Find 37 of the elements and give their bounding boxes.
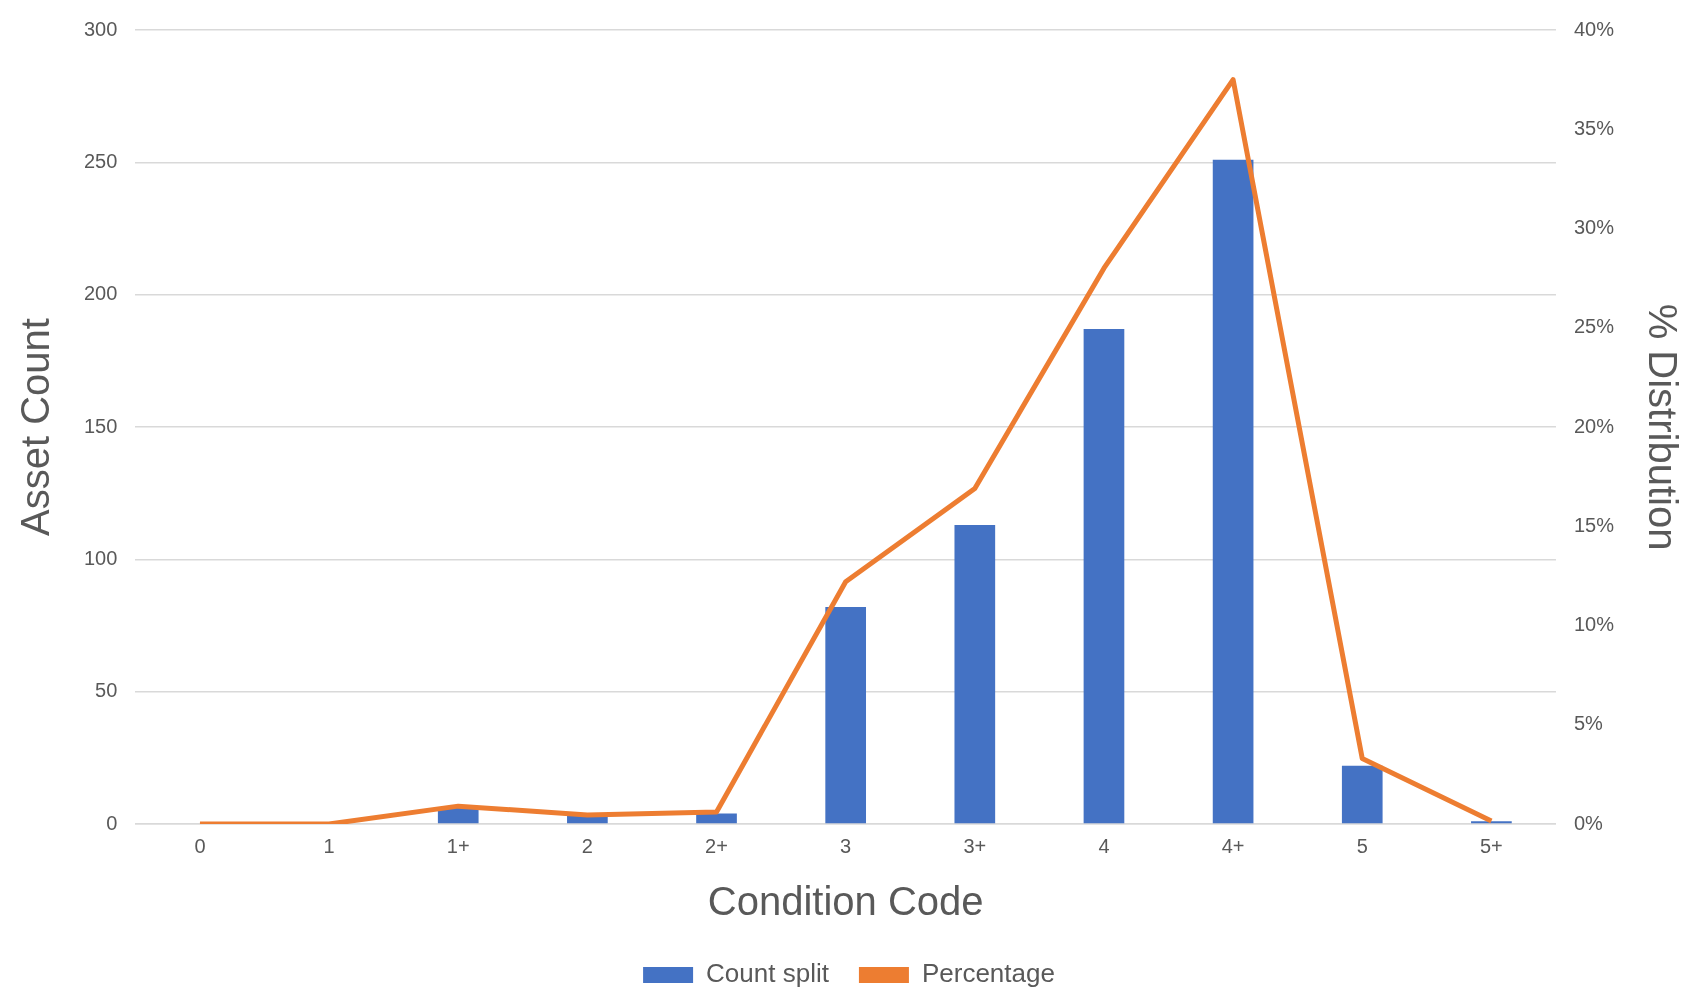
y-tick-label: 150 <box>83 414 118 437</box>
y-tick-label: 300 <box>83 17 118 40</box>
x-tick-label: 2+ <box>705 834 728 857</box>
y-tick-label: 200 <box>83 282 118 305</box>
x-tick-label: 3 <box>840 834 852 857</box>
legend-label: Percentage <box>921 958 1055 989</box>
y2-tick-label: 40% <box>1573 17 1615 40</box>
x-tick-label: 2 <box>581 834 593 857</box>
y-tick-label: 50 <box>95 679 118 702</box>
x-axis-title: Condition Code <box>707 879 984 924</box>
x-tick-label: 4 <box>1098 834 1110 857</box>
legend-label: Count split <box>706 958 830 989</box>
y2-tick-label: 20% <box>1573 414 1615 437</box>
x-tick-label: 5 <box>1356 834 1368 857</box>
bar <box>1212 159 1254 824</box>
x-tick-label: 0 <box>194 834 206 857</box>
y2-tick-label: 15% <box>1573 513 1615 536</box>
y-axis-title: Asset Count <box>13 318 58 536</box>
bar <box>1341 765 1383 824</box>
y2-tick-label: 25% <box>1573 315 1615 338</box>
y2-tick-label: 5% <box>1573 712 1604 735</box>
y2-tick-label: 0% <box>1573 811 1604 834</box>
y-tick-label: 250 <box>83 149 118 172</box>
x-tick-label: 3+ <box>963 834 987 857</box>
y-tick-label: 100 <box>83 546 118 569</box>
y2-axis-title: % Distribution <box>1640 303 1685 551</box>
x-tick-label: 1 <box>323 834 335 857</box>
x-tick-label: 4+ <box>1221 834 1245 857</box>
y-tick-label: 0 <box>106 811 118 834</box>
y2-tick-label: 30% <box>1573 216 1615 239</box>
bar <box>954 524 996 824</box>
y2-tick-label: 10% <box>1573 613 1615 636</box>
bar <box>825 606 867 824</box>
x-tick-label: 1+ <box>446 834 470 857</box>
bar <box>1083 329 1125 824</box>
x-tick-label: 5+ <box>1479 834 1503 857</box>
y2-tick-label: 35% <box>1573 116 1615 139</box>
